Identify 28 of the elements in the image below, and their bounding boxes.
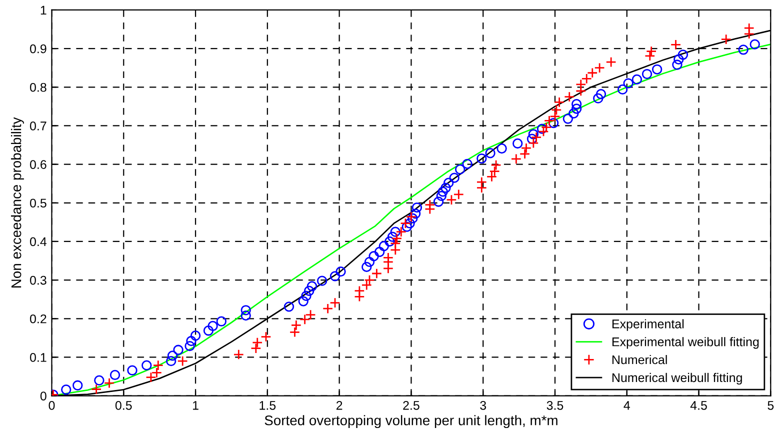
y-tick-label: 0.4: [30, 237, 47, 246]
legend-label: Numerical weibull fitting: [612, 372, 742, 385]
x-tick-label: 4: [624, 401, 630, 410]
y-tick-label: 0.1: [30, 353, 46, 362]
y-tick-label: 1: [40, 6, 46, 15]
legend-label: Experimental: [612, 319, 684, 331]
y-tick-label: 0.3: [30, 276, 46, 285]
legend-label: Numerical: [612, 355, 667, 364]
x-tick-label: 0.5: [115, 401, 132, 410]
y-tick-label: 0.7: [30, 122, 46, 130]
y-tick-label: 0.5: [30, 198, 46, 208]
legend-label: Experimental weibull fitting: [612, 337, 759, 349]
x-tick-label: 1: [193, 401, 198, 410]
y-tick-label: 0.6: [30, 160, 46, 169]
x-axis-title: Sorted overtopping volume per unit length, m*m: [264, 415, 558, 428]
x-tick-label: 2: [336, 401, 342, 410]
x-tick-label: 0: [48, 401, 55, 410]
y-tick-label: 0: [40, 392, 46, 400]
x-tick-label: 1.5: [260, 401, 276, 410]
x-tick-label: 3: [480, 401, 486, 410]
y-axis-title: Non exceedance probability: [11, 117, 24, 288]
x-tick-label: 3.5: [546, 401, 564, 410]
y-tick-label: 0.8: [30, 82, 46, 92]
y-tick-label: 0.2: [30, 314, 46, 324]
x-tick-label: 4.5: [690, 401, 707, 410]
x-tick-label: 5: [768, 401, 774, 410]
y-tick-label: 0.9: [30, 44, 46, 54]
x-tick-label: 2.5: [403, 401, 420, 410]
